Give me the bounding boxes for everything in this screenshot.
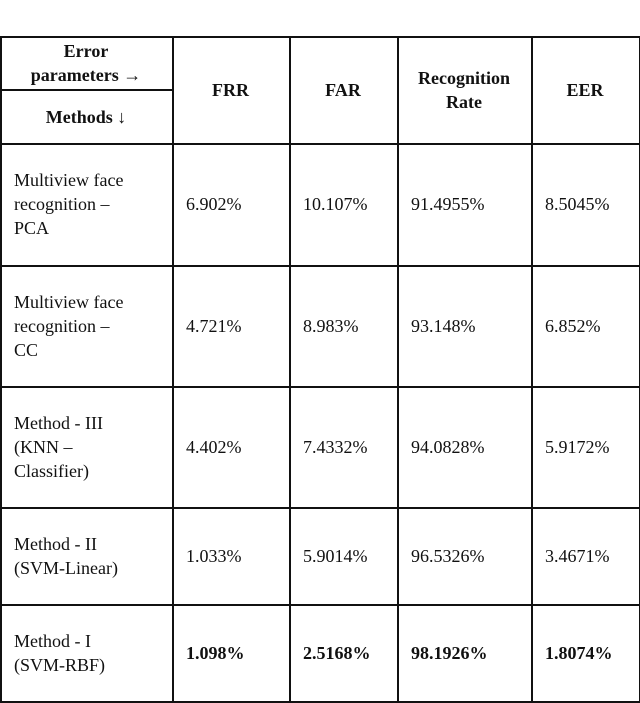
value-cell: 98.1926% [411,642,488,663]
value-cell: 5.9014% [303,545,368,566]
method-text: Multiview face [14,291,124,312]
value-cell: 4.721% [186,315,242,336]
header-text: FAR [325,79,361,100]
value-cell: 7.4332% [303,436,368,457]
value-cell: 6.902% [186,194,242,214]
method-cell: Multiview face recognition – PCA [0,143,172,265]
method-text: recognition – [14,315,110,336]
border [0,36,640,38]
value-cell: 5.9172% [545,436,610,457]
border [0,604,640,606]
border [531,36,533,702]
header-text: EER [566,79,604,100]
border [0,89,173,91]
value-cell: 1.8074% [545,642,613,663]
header-text: FRR [212,79,249,100]
corner-top: Error parameters → [0,36,172,90]
value-cell: 1.033% [186,545,242,566]
corner-bottom: Methods ↓ [45,106,127,127]
method-text: PCA [14,218,50,238]
header-text: Rate [446,91,482,112]
value-cell: 94.0828% [411,436,485,457]
column-header: EER [531,36,639,143]
value-cell: 93.148% [411,315,476,336]
method-text: Method - III [14,412,103,433]
method-text: (SVM-Linear) [14,557,118,578]
header-text: Error [63,41,109,61]
method-text: (KNN – [14,436,73,457]
value-cell: 6.852% [545,315,601,336]
value-cell: 1.098% [186,642,245,663]
method-text: Multiview face [14,170,124,190]
value-cell: 10.107% [303,194,368,214]
method-cell: Method - III (KNN – Classifier) [0,386,172,507]
border [0,143,640,145]
border [0,507,640,509]
border [397,36,399,702]
column-header: FRR [172,36,289,143]
border [0,36,2,702]
method-text: Method - I [14,630,91,651]
value-cell: 8.5045% [545,194,610,214]
border [289,36,291,702]
method-text: CC [14,339,39,360]
value-cell: 8.983% [303,315,359,336]
column-header: Recognition Rate [397,36,531,143]
method-text: recognition – [14,194,110,214]
method-cell: Method - II (SVM-Linear) [0,507,172,604]
value-cell: 96.5326% [411,545,485,566]
method-text: Classifier) [14,460,89,481]
header-text: parameters → [30,65,142,85]
value-cell: 91.4955% [411,194,485,214]
header-text: Recognition [418,67,510,88]
method-text: Method - II [14,533,97,554]
border [172,36,174,702]
border [0,265,640,267]
column-header: FAR [289,36,397,143]
value-cell: 4.402% [186,436,242,457]
method-cell: Multiview face recognition – CC [0,265,172,386]
method-cell: Method - I (SVM-RBF) [0,604,172,701]
value-cell: 3.4671% [545,545,610,566]
method-text: (SVM-RBF) [14,654,106,675]
border [0,386,640,388]
value-cell: 2.5168% [303,642,371,663]
